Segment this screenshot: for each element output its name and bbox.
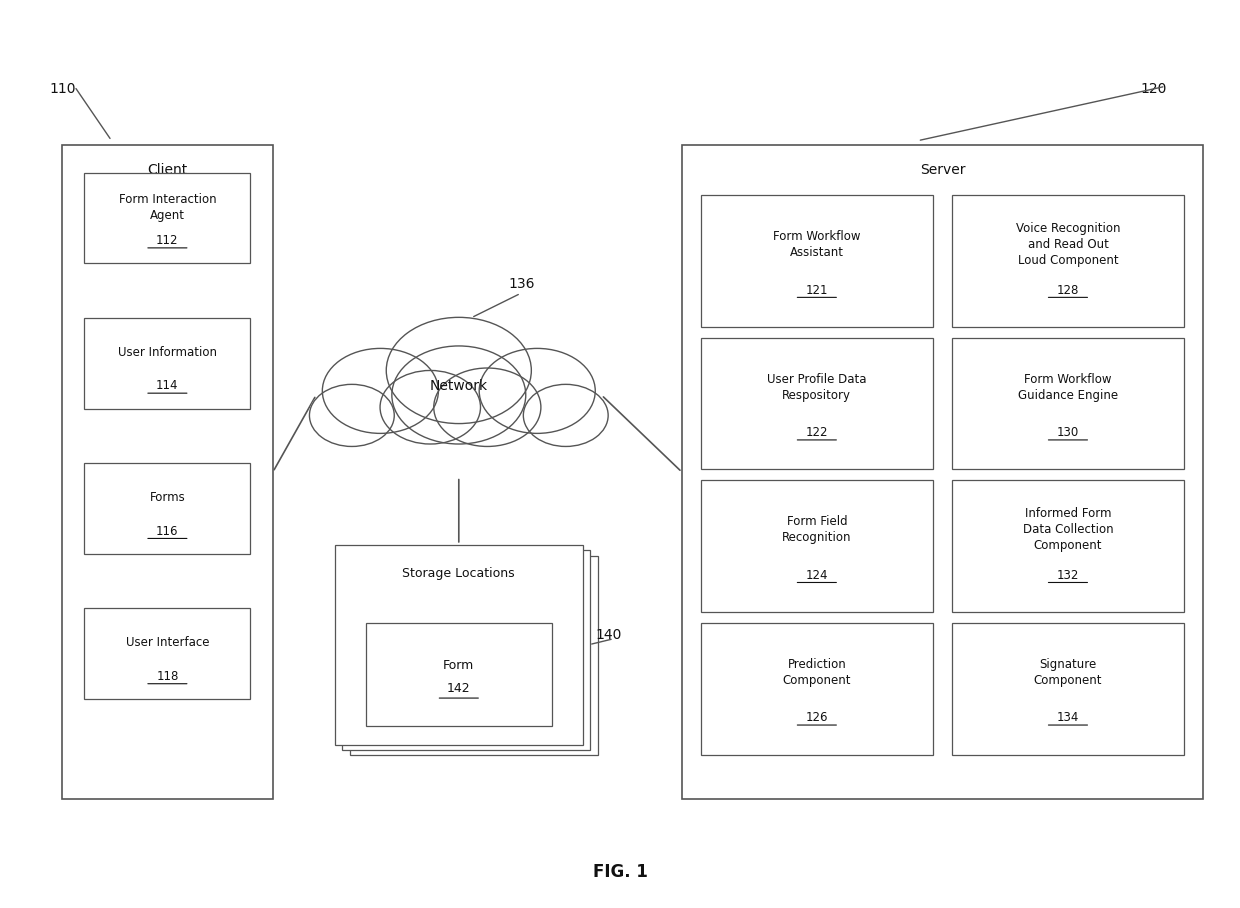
- Text: Signature
Component: Signature Component: [1034, 658, 1102, 686]
- Text: 142: 142: [446, 682, 471, 695]
- FancyBboxPatch shape: [84, 173, 250, 263]
- Circle shape: [479, 349, 595, 433]
- Bar: [335, 545, 583, 745]
- Circle shape: [387, 317, 532, 423]
- Bar: [62, 145, 273, 799]
- Text: Prediction
Component: Prediction Component: [782, 658, 851, 686]
- Text: Voice Recognition
and Read Out
Loud Component: Voice Recognition and Read Out Loud Comp…: [1016, 222, 1120, 267]
- Text: Form Workflow
Assistant: Form Workflow Assistant: [773, 231, 861, 259]
- FancyBboxPatch shape: [952, 195, 1184, 327]
- Circle shape: [392, 346, 526, 444]
- Text: 132: 132: [1056, 568, 1079, 582]
- Text: 120: 120: [1141, 82, 1167, 95]
- Text: Form: Form: [443, 659, 475, 672]
- Text: 140: 140: [595, 627, 621, 642]
- Text: 110: 110: [50, 82, 76, 95]
- Text: 136: 136: [508, 277, 534, 291]
- FancyBboxPatch shape: [701, 338, 934, 469]
- Text: Network: Network: [430, 379, 487, 393]
- Text: 124: 124: [806, 568, 828, 582]
- Text: Informed Form
Data Collection
Component: Informed Form Data Collection Component: [1023, 508, 1114, 552]
- FancyBboxPatch shape: [84, 463, 250, 554]
- Text: Form Workflow
Guidance Engine: Form Workflow Guidance Engine: [1018, 373, 1118, 401]
- Bar: [350, 556, 598, 755]
- Text: User Information: User Information: [118, 346, 217, 359]
- FancyBboxPatch shape: [952, 338, 1184, 469]
- Text: Client: Client: [148, 163, 187, 177]
- Text: 122: 122: [806, 426, 828, 439]
- Text: Server: Server: [920, 163, 965, 177]
- Text: 121: 121: [806, 283, 828, 297]
- Text: 118: 118: [156, 670, 179, 683]
- FancyBboxPatch shape: [952, 480, 1184, 612]
- Text: Form Field
Recognition: Form Field Recognition: [782, 516, 852, 544]
- Bar: [342, 550, 590, 750]
- FancyBboxPatch shape: [701, 623, 934, 755]
- Circle shape: [310, 384, 394, 447]
- FancyBboxPatch shape: [84, 318, 250, 409]
- Text: 130: 130: [1056, 426, 1079, 439]
- FancyBboxPatch shape: [701, 480, 934, 612]
- Circle shape: [322, 349, 439, 433]
- Bar: [366, 623, 552, 726]
- Text: FIG. 1: FIG. 1: [593, 863, 647, 881]
- Bar: [682, 145, 1203, 799]
- FancyBboxPatch shape: [701, 195, 934, 327]
- Text: 112: 112: [156, 234, 179, 247]
- Text: 126: 126: [806, 711, 828, 725]
- FancyBboxPatch shape: [952, 623, 1184, 755]
- Circle shape: [523, 384, 608, 447]
- FancyBboxPatch shape: [84, 608, 250, 699]
- Text: 128: 128: [1056, 283, 1079, 297]
- Text: Form Interaction
Agent: Form Interaction Agent: [119, 192, 216, 222]
- Text: Forms: Forms: [150, 491, 185, 504]
- Text: 114: 114: [156, 380, 179, 392]
- Text: User Interface: User Interface: [125, 637, 210, 649]
- Text: User Profile Data
Respository: User Profile Data Respository: [768, 373, 867, 401]
- Circle shape: [434, 368, 541, 447]
- Text: Storage Locations: Storage Locations: [403, 568, 515, 580]
- Text: 116: 116: [156, 525, 179, 538]
- Circle shape: [379, 370, 481, 444]
- Text: 134: 134: [1056, 711, 1079, 725]
